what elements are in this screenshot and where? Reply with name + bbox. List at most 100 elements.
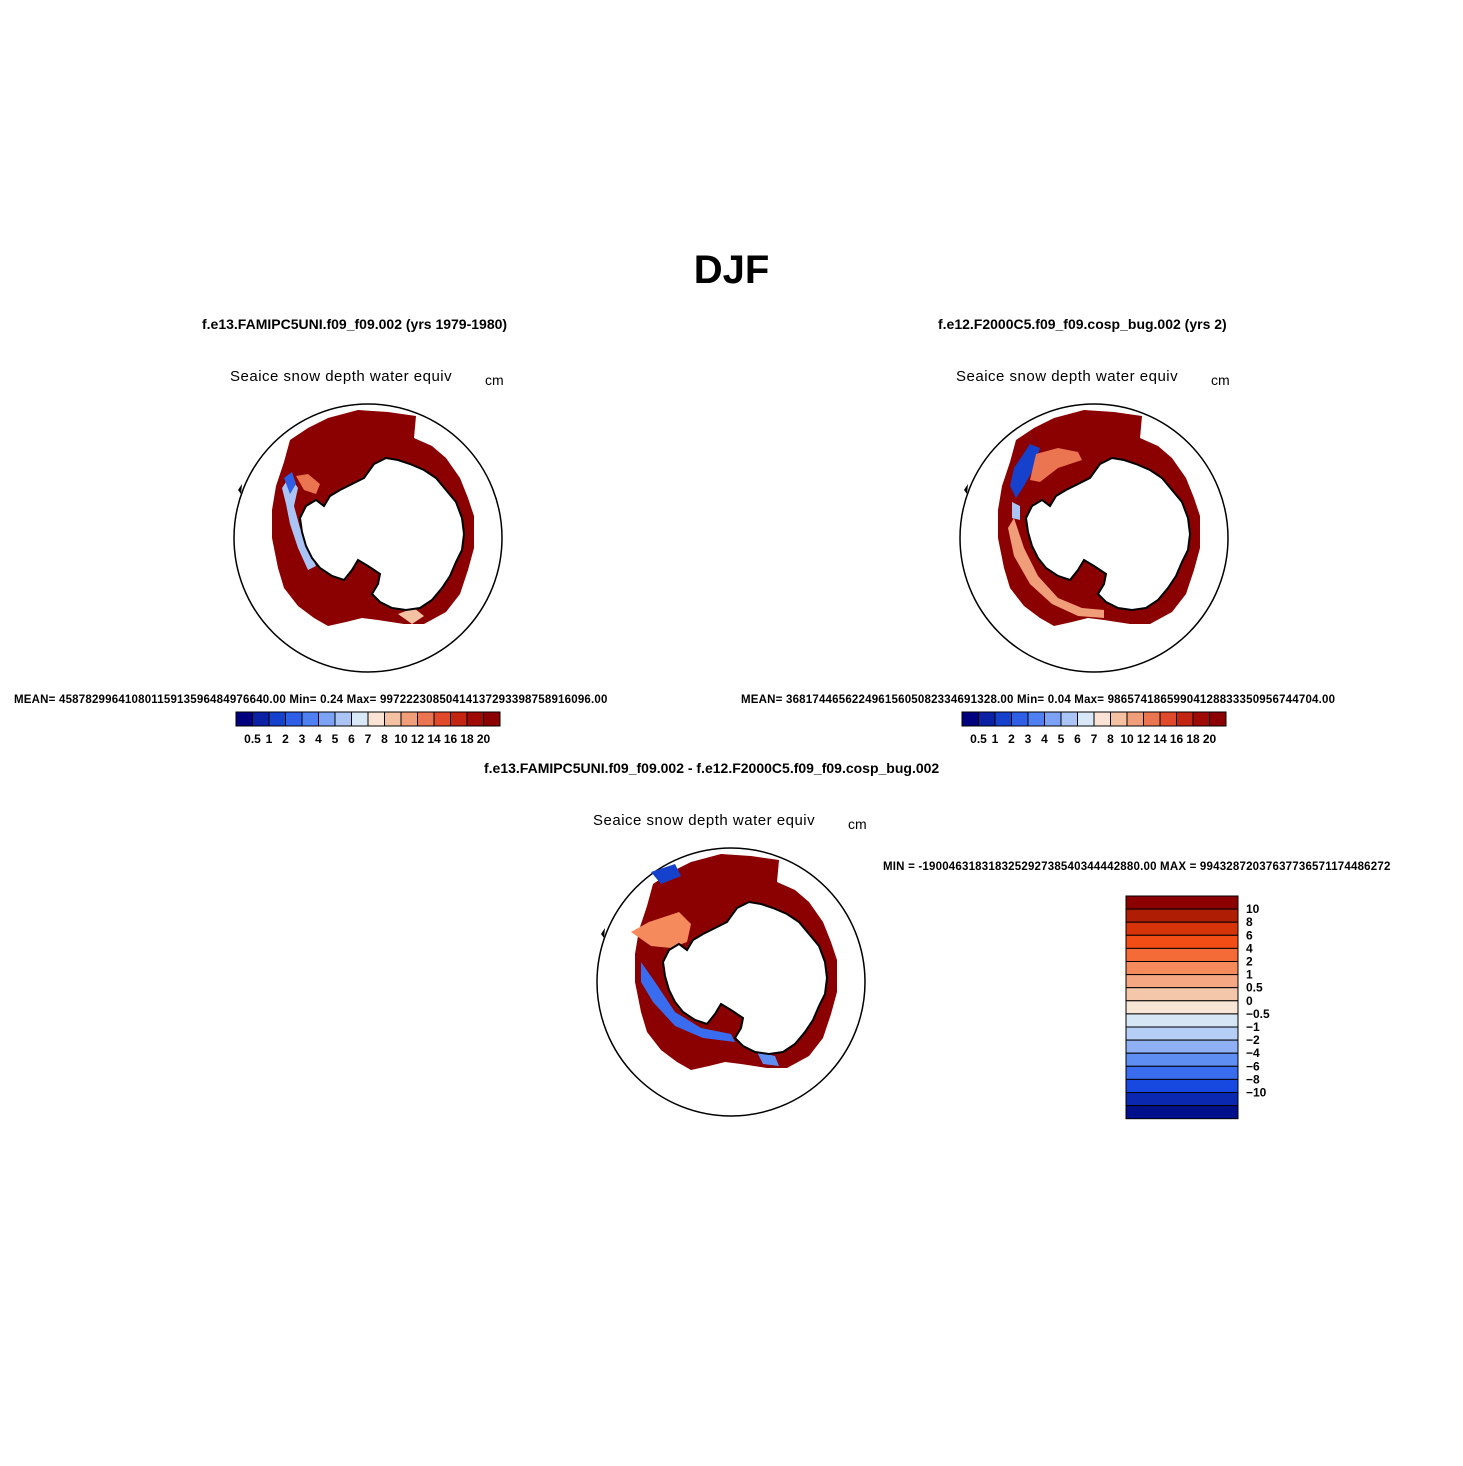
colorbar-box <box>1192 711 1210 727</box>
sea-ice-field <box>272 410 474 626</box>
colorbar-box <box>367 711 385 727</box>
south-america-tip <box>964 484 968 494</box>
colorbar-box <box>268 711 286 727</box>
colorbar-box <box>1060 711 1078 727</box>
diff-negative-patch-north <box>651 864 681 884</box>
colorbar-box <box>1093 711 1111 727</box>
diff-positive-patch <box>631 912 691 948</box>
colorbar-box <box>1143 711 1161 727</box>
colorbar-tick-label: 7 <box>365 732 372 746</box>
colorbar-box <box>1044 711 1062 727</box>
panel3-polar-map <box>596 847 866 1117</box>
panel3-case-title: f.e13.FAMIPC5UNI.f09_f09.002 - f.e12.F20… <box>484 760 940 776</box>
antarctica-coastline <box>661 900 829 1056</box>
colorbar-tick-label: 12 <box>1137 732 1151 746</box>
colorbar-box <box>1176 711 1194 727</box>
sea-ice-mid-band <box>1030 448 1082 482</box>
colorbar-tick-label: 0 <box>1246 994 1253 1008</box>
sea-ice-mid-patch-2 <box>398 608 424 624</box>
colorbar-box <box>235 711 253 727</box>
colorbar-box <box>252 711 270 727</box>
colorbar-box <box>318 711 336 727</box>
colorbar-tick-label: 0.5 <box>970 732 987 746</box>
panel1-colorbar: 0.5 1 2 3 4 5 6 7 8 10 12 14 16 18 20 <box>235 711 501 746</box>
sea-ice-field <box>635 854 837 1070</box>
colorbar-tick-label: −6 <box>1246 1059 1260 1073</box>
colorbar-box <box>1125 987 1239 1002</box>
south-america-tip <box>238 484 242 494</box>
colorbar-box <box>433 711 451 727</box>
colorbar-tick-label: 18 <box>460 732 474 746</box>
colorbar-box <box>301 711 319 727</box>
colorbar-box <box>1011 711 1029 727</box>
colorbar-tick-label: 14 <box>1153 732 1167 746</box>
colorbar-box <box>1125 895 1239 910</box>
colorbar-box <box>334 711 352 727</box>
colorbar-box <box>450 711 468 727</box>
panel1-variable-title: Seaice snow depth water equiv <box>230 368 453 385</box>
sea-ice-low-band <box>282 476 316 570</box>
panel3-variable-title: Seaice snow depth water equiv <box>593 812 816 829</box>
panel1-case-title: f.e13.FAMIPC5UNI.f09_f09.002 (yrs 1979-1… <box>202 316 508 332</box>
colorbar-box <box>1125 921 1239 936</box>
colorbar-tick-label: 4 <box>315 732 322 746</box>
colorbar-tick-label: 8 <box>1246 915 1253 929</box>
panel2-colorbar: 0.5 1 2 3 4 5 6 7 8 10 12 14 16 18 20 <box>961 711 1227 746</box>
antarctica-coastline <box>298 456 466 612</box>
colorbar-box <box>1125 1039 1239 1054</box>
colorbar-box <box>1125 1065 1239 1080</box>
colorbar-tick-label: 8 <box>1107 732 1114 746</box>
colorbar-tick-label: 8 <box>381 732 388 746</box>
colorbar-tick-label: 0.5 <box>244 732 261 746</box>
colorbar-tick-label: 10 <box>394 732 408 746</box>
panel2-units: cm <box>1211 372 1230 388</box>
colorbar-box <box>1125 1105 1239 1120</box>
panel1-stats: MEAN= 45878299641080115913596484976640.0… <box>14 694 608 706</box>
colorbar-tick-label: 1 <box>266 732 273 746</box>
sea-ice-low-patch <box>1012 502 1020 520</box>
colorbar-tick-label: 2 <box>1246 955 1253 969</box>
colorbar-tick-label: 3 <box>299 732 306 746</box>
colorbar-box <box>1125 1052 1239 1067</box>
colorbar-box <box>483 711 501 727</box>
colorbar-box <box>1125 1013 1239 1028</box>
colorbar-box <box>1125 1000 1239 1015</box>
colorbar-box <box>1125 1078 1239 1093</box>
colorbar-box <box>1110 711 1128 727</box>
colorbar-tick-label: 6 <box>348 732 355 746</box>
colorbar-box <box>400 711 418 727</box>
panel2-polar-map <box>959 403 1229 673</box>
colorbar-box <box>1125 908 1239 923</box>
colorbar-tick-label: 5 <box>1058 732 1065 746</box>
panel2-stats: MEAN= 36817446562249615605082334691328.0… <box>741 694 1336 706</box>
colorbar-box <box>466 711 484 727</box>
diff-negative-patch-south <box>757 1052 779 1066</box>
colorbar-tick-label: −10 <box>1246 1086 1267 1100</box>
colorbar-box <box>417 711 435 727</box>
colorbar-tick-label: 16 <box>444 732 458 746</box>
diff-negative-band <box>641 962 735 1042</box>
colorbar-tick-label: 10 <box>1120 732 1134 746</box>
sea-ice-low-patch <box>284 472 296 494</box>
colorbar-tick-label: 16 <box>1170 732 1184 746</box>
colorbar-tick-label: 4 <box>1246 941 1253 955</box>
colorbar-box <box>1027 711 1045 727</box>
colorbar-tick-label: 6 <box>1074 732 1081 746</box>
colorbar-box <box>1125 974 1239 989</box>
colorbar-box <box>285 711 303 727</box>
sea-ice-mid-ring <box>1008 518 1104 618</box>
colorbar-tick-label: 14 <box>427 732 441 746</box>
colorbar-tick-label: 10 <box>1246 902 1260 916</box>
colorbar-tick-label: 20 <box>477 732 491 746</box>
colorbar-box <box>1125 1026 1239 1041</box>
colorbar-tick-label: −4 <box>1246 1046 1260 1060</box>
panel2-variable-title: Seaice snow depth water equiv <box>956 368 1179 385</box>
colorbar-tick-label: 12 <box>411 732 425 746</box>
colorbar-box <box>1209 711 1227 727</box>
panel3-stats: MIN = -190046318318325292738540344442880… <box>883 861 1391 873</box>
colorbar-box <box>1125 1092 1239 1107</box>
south-america-tip <box>601 928 605 938</box>
colorbar-box <box>1125 947 1239 963</box>
colorbar-tick-label: 3 <box>1025 732 1032 746</box>
